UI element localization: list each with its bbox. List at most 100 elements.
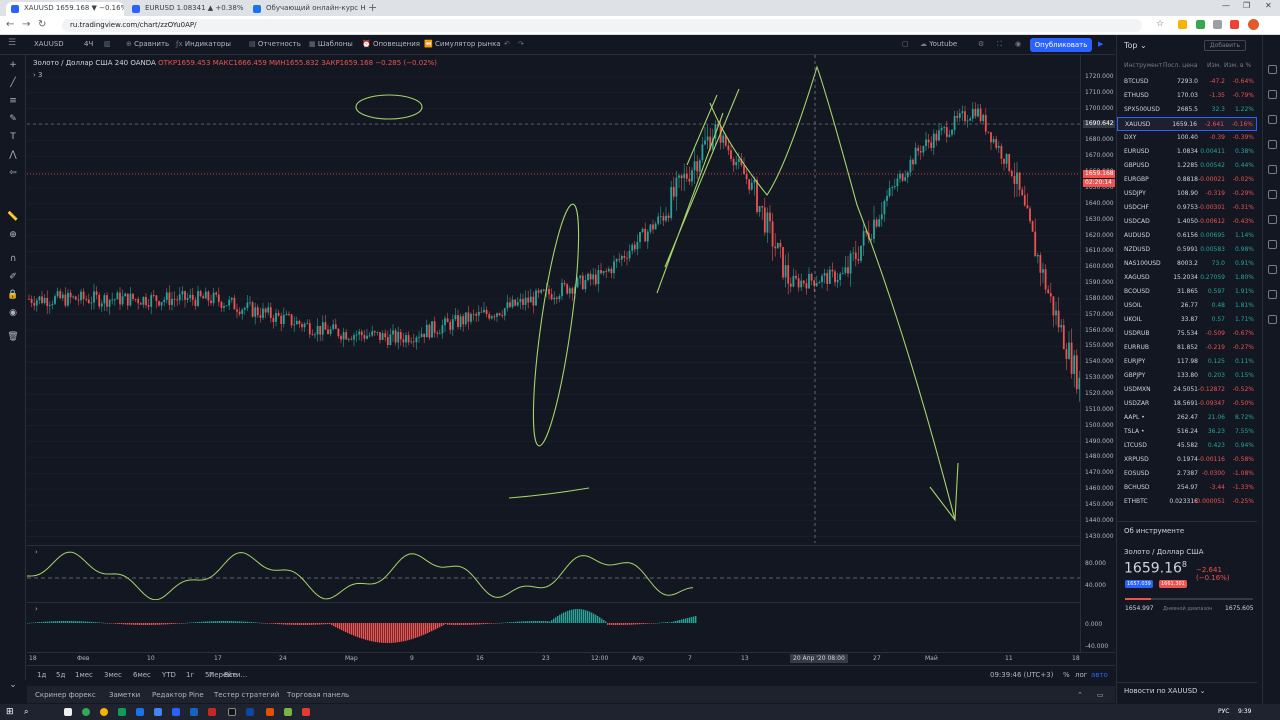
app-icon[interactable] [302, 708, 310, 716]
ruler-icon[interactable]: 📏 [7, 212, 19, 222]
taskview-icon[interactable] [64, 708, 72, 716]
reports-button[interactable]: ▤ Отчетность [249, 40, 301, 48]
reload-icon[interactable]: ↻ [38, 19, 47, 30]
alerts-icon[interactable] [1268, 90, 1277, 99]
app-icon[interactable] [118, 708, 126, 716]
news-header[interactable]: Новости по XAUUSD ⌄ [1117, 682, 1257, 697]
watchlist-row[interactable]: USOIL 26.77 0.48 1.81% [1117, 299, 1257, 313]
app-icon[interactable] [172, 708, 180, 716]
watchlist-row[interactable]: XAUUSD 1659.16 -2.641 -0.16% [1117, 117, 1257, 131]
chart-type-icon[interactable]: ▥ [104, 40, 111, 48]
minimize-icon[interactable]: — [1222, 1, 1230, 10]
range-button[interactable]: 3мес [104, 671, 122, 679]
watchlist-row[interactable]: TSLA • 516.24 36.23 7.55% [1117, 425, 1257, 439]
watchlist-row[interactable]: XRPUSD 0.1974 -0.00116 -0.58% [1117, 453, 1257, 467]
url-input[interactable]: ru.tradingview.com/chart/zzOYu0AP/ [62, 19, 1142, 32]
clock[interactable]: 9:39 [1238, 708, 1252, 715]
app-icon[interactable] [228, 708, 236, 716]
text-icon[interactable]: T [10, 132, 16, 142]
redo-icon[interactable]: ↷ [518, 40, 524, 48]
hotlist-icon[interactable] [1268, 140, 1277, 149]
browser-tab-1[interactable]: XAUUSD 1659.168 ▼ −0.16% Yo [6, 2, 124, 16]
publish-play-icon[interactable]: ▶ [1098, 40, 1104, 48]
details-header[interactable]: Об инструменте [1124, 527, 1185, 535]
notification-icon[interactable] [1268, 265, 1277, 274]
streams-icon[interactable] [1268, 215, 1277, 224]
watchlist-row[interactable]: UKOIL 33.87 0.57 1.71% [1117, 313, 1257, 327]
zoom-icon[interactable]: ⊕ [9, 230, 17, 240]
tab-notes[interactable]: Заметки [109, 691, 141, 699]
ideas-icon[interactable] [1268, 190, 1277, 199]
forward-icon[interactable]: → [22, 19, 31, 30]
search-icon[interactable]: ⌕ [24, 707, 29, 716]
screener-icon[interactable] [1268, 290, 1277, 299]
range-button[interactable]: 1г [186, 671, 195, 679]
app-icon[interactable] [284, 708, 292, 716]
maximize-icon[interactable]: ❐ [1243, 1, 1251, 10]
watchlist-row[interactable]: BCOUSD 31.865 0.597 1.91% [1117, 285, 1257, 299]
watchlist-row[interactable]: SPX500USD 2685.5 32.3 1.22% [1117, 103, 1257, 117]
watchlist-row[interactable]: DXY 100.40 -0.39 -0.39% [1117, 131, 1257, 145]
col-last[interactable]: Посл. цена [1163, 62, 1198, 69]
watchlist-row[interactable]: NAS100USD 8003.2 73.0 0.91% [1117, 257, 1257, 271]
chat-icon[interactable] [1268, 240, 1277, 249]
compare-button[interactable]: ⊕ Сравнить [126, 40, 170, 48]
range-button[interactable]: 5л [205, 671, 214, 679]
help-icon[interactable] [1268, 315, 1277, 324]
maximize-panel-icon[interactable]: ▭ [1097, 691, 1104, 699]
extension-icon[interactable] [1196, 20, 1205, 29]
watchlist-row[interactable]: EURUSD 1.0834 0.00411 0.38% [1117, 145, 1257, 159]
drawn-ellipse-bottom[interactable] [524, 202, 588, 448]
watchlist-row[interactable]: EURGBP 0.8818 -0.00021 -0.02% [1117, 173, 1257, 187]
watchlist-row[interactable]: USDZAR 18.5691 -0.09347 -0.50% [1117, 397, 1257, 411]
range-button[interactable]: Все [224, 671, 237, 679]
drawn-projection-path[interactable] [709, 65, 956, 521]
watchlist-row[interactable]: ETHUSD 170.03 -1.35 -0.79% [1117, 89, 1257, 103]
watchlist-icon[interactable] [1268, 65, 1277, 74]
interval-button[interactable]: 4Ч [84, 40, 94, 48]
drawn-channel-lines[interactable] [656, 88, 740, 294]
symbol-search-button[interactable]: XAUUSD [34, 40, 64, 48]
arrow-icon[interactable]: ⇦ [9, 168, 17, 178]
app-icon[interactable] [136, 708, 144, 716]
watchlist-row[interactable]: BCHUSD 254.97 -3.44 -1.33% [1117, 481, 1257, 495]
lock-icon[interactable]: 🔒 [7, 290, 19, 300]
menu-icon[interactable]: ☰ [8, 38, 17, 48]
add-symbol-button[interactable]: Добавить [1204, 40, 1246, 51]
watchlist-row[interactable]: EOSUSD 2.7387 -0.0300 -1.08% [1117, 467, 1257, 481]
watchlist-row[interactable]: NZDUSD 0.5991 0.00583 0.98% [1117, 243, 1257, 257]
auto-toggle[interactable]: авто [1091, 671, 1108, 679]
range-button[interactable]: 5д [56, 671, 66, 679]
osc1-collapse-icon[interactable]: › [35, 548, 38, 556]
watchlist-row[interactable]: USDMXN 24.5051 -0.12872 -0.52% [1117, 383, 1257, 397]
back-icon[interactable]: ← [6, 19, 15, 30]
drawn-support-line[interactable] [508, 487, 590, 499]
fullscreen-icon[interactable]: ⛶ [997, 40, 1002, 48]
brush-icon[interactable]: ✎ [9, 114, 17, 124]
templates-button[interactable]: ▦ Шаблоны [309, 40, 353, 48]
settings-gear-icon[interactable]: ⚙ [978, 40, 985, 48]
crosshair-icon[interactable]: + [9, 60, 17, 70]
watchlist-row[interactable]: XAGUSD 15.2034 0.27059 1.80% [1117, 271, 1257, 285]
tab-trading-panel[interactable]: Торговая панель [287, 691, 350, 699]
col-symbol[interactable]: Инструмент [1124, 62, 1163, 69]
data-window-icon[interactable] [1268, 115, 1277, 124]
browser-tab-2[interactable]: EURUSD 1.08341 ▲ +0.38% 6 [127, 2, 245, 16]
clock-label[interactable]: 09:39:46 (UTC+3) [990, 671, 1054, 679]
indicators-button[interactable]: ƒx Индикаторы [176, 40, 231, 48]
tab-forex-screener[interactable]: Скринер форекс [35, 691, 96, 699]
fib-icon[interactable]: ≡ [9, 96, 17, 106]
app-icon[interactable] [208, 708, 216, 716]
extension-icon[interactable] [1230, 20, 1239, 29]
alerts-button[interactable]: ⏰ Оповещения [362, 40, 420, 48]
layout-icon[interactable]: ▢ [902, 40, 909, 48]
chrome-icon[interactable] [82, 708, 90, 716]
extension-icon[interactable] [1213, 20, 1222, 29]
range-button[interactable]: YTD [162, 671, 176, 679]
goto-date-button[interactable]: Перейти... [209, 671, 248, 679]
tab-strategy-tester[interactable]: Тестер стратегий [214, 691, 280, 699]
trendline-icon[interactable]: ╱ [10, 78, 16, 88]
expand-panel-icon[interactable]: ⌃ [1077, 691, 1083, 699]
calendar-icon[interactable] [1268, 165, 1277, 174]
watchlist-row[interactable]: LTCUSD 45.582 0.423 0.94% [1117, 439, 1257, 453]
